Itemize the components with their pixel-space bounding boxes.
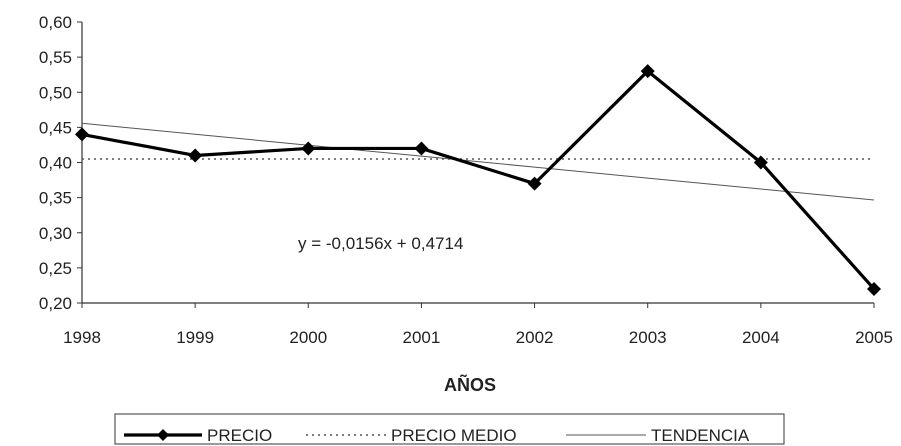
data-point-precio bbox=[301, 141, 316, 156]
x-tick-label: 1999 bbox=[176, 328, 214, 347]
y-tick-label: 0,25 bbox=[39, 259, 72, 278]
x-tick-label: 2000 bbox=[289, 328, 327, 347]
data-point-precio bbox=[414, 141, 429, 156]
x-tick-label: 2002 bbox=[516, 328, 554, 347]
x-tick-label: 2001 bbox=[403, 328, 441, 347]
series-group bbox=[75, 64, 881, 296]
legend-marker-precio bbox=[157, 429, 169, 441]
series-line-precio bbox=[81, 69, 876, 291]
legend-label-tendencia: TENDENCIA bbox=[651, 426, 750, 445]
y-tick-label: 0,30 bbox=[39, 224, 72, 243]
x-tick-label: 2003 bbox=[629, 328, 667, 347]
x-tick-label: 2004 bbox=[742, 328, 780, 347]
y-tick-label: 0,20 bbox=[39, 294, 72, 313]
legend-label-precio-medio: PRECIO MEDIO bbox=[391, 426, 517, 445]
data-point-precio bbox=[75, 127, 89, 142]
series-line-tendencia bbox=[81, 122, 875, 201]
y-tick-label: 0,45 bbox=[39, 118, 72, 137]
y-tick-label: 0,50 bbox=[39, 83, 72, 102]
trend-equation: y = -0,0156x + 0,4714 bbox=[298, 234, 463, 253]
data-point-precio bbox=[527, 176, 542, 191]
tick-labels: 0,20 0,25 0,30 0,35 0,40 0,45 0,50 0,55 0,60 1998… bbox=[39, 13, 893, 347]
data-point-precio bbox=[640, 64, 655, 79]
x-tick-label: 2005 bbox=[855, 328, 893, 347]
y-tick-label: 0,40 bbox=[39, 154, 72, 173]
y-tick-label: 0,35 bbox=[39, 189, 72, 208]
x-tick-label: 1998 bbox=[63, 328, 101, 347]
y-tick-label: 0,55 bbox=[39, 48, 72, 67]
legend-box bbox=[114, 413, 785, 445]
data-point-precio bbox=[867, 281, 881, 296]
legend-label-precio: PRECIO bbox=[207, 426, 272, 445]
data-point-precio bbox=[188, 148, 203, 163]
legend: PRECIO PRECIO MEDIO TENDENCIA bbox=[114, 413, 785, 445]
y-tick-label: 0,60 bbox=[39, 13, 72, 32]
data-point-precio bbox=[753, 155, 768, 170]
x-axis-label: AÑOS bbox=[444, 374, 496, 395]
